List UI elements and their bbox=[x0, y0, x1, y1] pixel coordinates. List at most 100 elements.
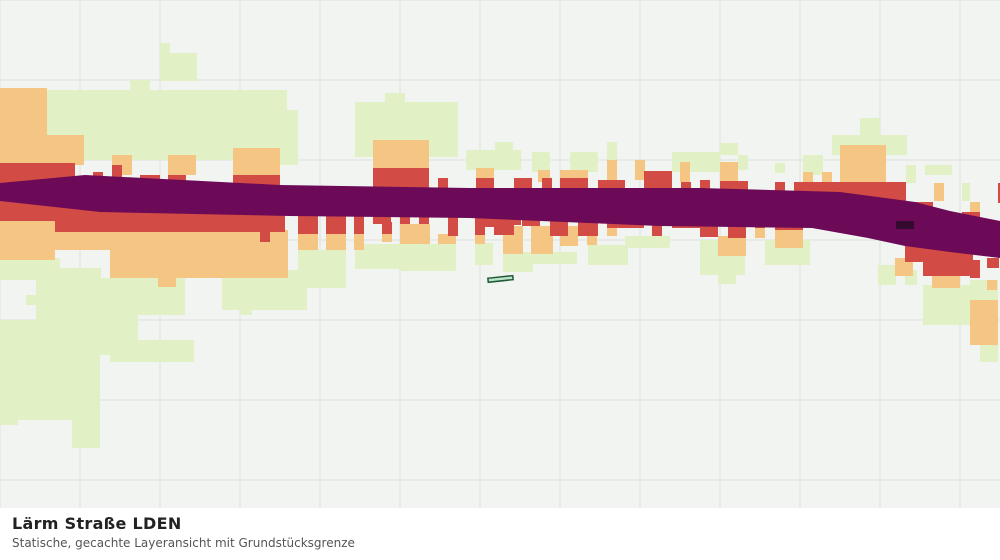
noise-cell-high bbox=[326, 212, 346, 234]
noise-cell-medium bbox=[168, 155, 196, 175]
noise-cell-high bbox=[560, 178, 588, 188]
noise-cell-low bbox=[503, 252, 533, 272]
noise-cell-medium bbox=[438, 234, 456, 244]
noise-cell-medium bbox=[298, 232, 318, 250]
noise-cell-low bbox=[130, 80, 150, 92]
noise-cell-low bbox=[160, 43, 170, 55]
noise-cell-medium bbox=[382, 232, 392, 242]
noise-zone-low bbox=[0, 43, 998, 448]
noise-cell-high bbox=[775, 182, 785, 192]
noise-cell-high bbox=[987, 258, 999, 268]
noise-cell-high bbox=[970, 260, 980, 278]
noise-cell-low bbox=[607, 142, 617, 162]
noise-cell-high bbox=[382, 222, 392, 234]
noise-cell-high bbox=[476, 178, 494, 188]
noise-cell-medium bbox=[373, 140, 429, 170]
noise-cell-low bbox=[466, 150, 521, 170]
noise-cell-medium bbox=[47, 135, 84, 165]
footer: Lärm Straße LDEN Statische, gecachte Lay… bbox=[0, 508, 1000, 560]
noise-cell-high bbox=[373, 168, 429, 188]
noise-cell-low bbox=[385, 93, 405, 105]
noise-cell-low bbox=[775, 163, 785, 173]
noise-cell-medium bbox=[987, 280, 997, 290]
noise-cell-low bbox=[980, 340, 998, 362]
noise-cell-high bbox=[419, 214, 429, 224]
noise-cell-low bbox=[160, 53, 197, 81]
noise-cell-high bbox=[448, 214, 458, 236]
layer-subtitle: Statische, gecachte Layeransicht mit Gru… bbox=[12, 536, 355, 550]
noise-cell-medium bbox=[326, 232, 346, 250]
noise-cell-high bbox=[700, 225, 718, 237]
noise-cell-low bbox=[625, 236, 670, 248]
noise-cell-low bbox=[240, 300, 252, 315]
noise-cell-low bbox=[280, 110, 298, 165]
noise-cell-high bbox=[598, 180, 625, 190]
parcel-boundary bbox=[487, 274, 514, 284]
noise-cell-low bbox=[738, 155, 748, 170]
noise-cell-high bbox=[494, 225, 514, 235]
noise-cell-medium bbox=[0, 220, 55, 260]
noise-cell-low bbox=[110, 340, 194, 362]
noise-cell-medium bbox=[110, 230, 288, 278]
noise-cell-medium bbox=[895, 258, 913, 276]
noise-cell-medium bbox=[607, 160, 617, 180]
noise-cell-low bbox=[925, 165, 952, 175]
noise-cell-low bbox=[72, 400, 100, 448]
noise-cell-medium bbox=[970, 202, 980, 212]
noise-cell-low bbox=[532, 252, 577, 264]
noise-cell-low bbox=[495, 142, 513, 152]
noise-cell-low bbox=[720, 143, 738, 155]
noise-zone-extreme bbox=[896, 221, 914, 229]
noise-cell-high bbox=[652, 218, 662, 236]
noise-cell-medium bbox=[158, 270, 176, 287]
noise-cell-low bbox=[962, 183, 970, 201]
noise-cell-high bbox=[260, 230, 270, 242]
noise-cell-low bbox=[860, 118, 880, 136]
noise-cell-high bbox=[681, 182, 691, 192]
noise-cell-high bbox=[513, 215, 521, 225]
noise-cell-low bbox=[0, 330, 18, 425]
noise-cell-high bbox=[55, 210, 285, 232]
noise-cell-medium bbox=[720, 162, 738, 182]
noise-cell-low bbox=[475, 243, 493, 265]
noise-cell-high bbox=[373, 214, 391, 224]
noise-cell-low bbox=[803, 155, 823, 175]
noise-zone-medium bbox=[0, 88, 998, 345]
noise-cell-medium bbox=[587, 230, 597, 245]
noise-cell-medium bbox=[635, 160, 645, 180]
noise-cell-medium bbox=[755, 228, 765, 238]
noise-cell-high bbox=[354, 212, 364, 234]
noise-cell-low bbox=[672, 152, 720, 172]
map-view bbox=[0, 0, 1000, 508]
noise-cell-low bbox=[298, 250, 346, 288]
noise-cell-high bbox=[700, 180, 710, 190]
noise-cell-high bbox=[475, 225, 485, 235]
noise-zone-very-high bbox=[0, 175, 1000, 258]
noise-cell-low bbox=[570, 152, 598, 172]
noise-cell-high bbox=[112, 165, 122, 183]
noise-cell-medium bbox=[607, 226, 617, 236]
noise-cell-low bbox=[906, 165, 916, 183]
noise-cell-medium bbox=[10, 95, 20, 105]
noise-cell-medium bbox=[934, 183, 944, 201]
noise-cell-high bbox=[644, 171, 672, 191]
noise-cell-low bbox=[400, 244, 456, 271]
noise-cell-low bbox=[532, 152, 550, 172]
noise-cell-medium bbox=[803, 172, 813, 182]
noise-cell-high bbox=[298, 212, 318, 234]
noise-cell-medium bbox=[0, 88, 47, 163]
noise-cell-medium bbox=[475, 232, 485, 244]
layer-title: Lärm Straße LDEN bbox=[12, 514, 182, 533]
noise-cell-medium bbox=[476, 168, 494, 180]
noise-cell-medium bbox=[233, 148, 280, 178]
noise-cell-high bbox=[514, 178, 532, 188]
noise-zone-high bbox=[0, 163, 1000, 278]
noise-cell-high bbox=[542, 178, 552, 188]
noise-cell-medium bbox=[980, 320, 998, 340]
noise-cell-high bbox=[438, 178, 448, 188]
noise-cell-medium bbox=[775, 228, 803, 248]
noise-cell-high bbox=[522, 216, 540, 226]
noise-cell-low bbox=[26, 295, 46, 305]
noise-cell-low bbox=[718, 270, 736, 284]
noise-cell-high bbox=[400, 214, 410, 224]
